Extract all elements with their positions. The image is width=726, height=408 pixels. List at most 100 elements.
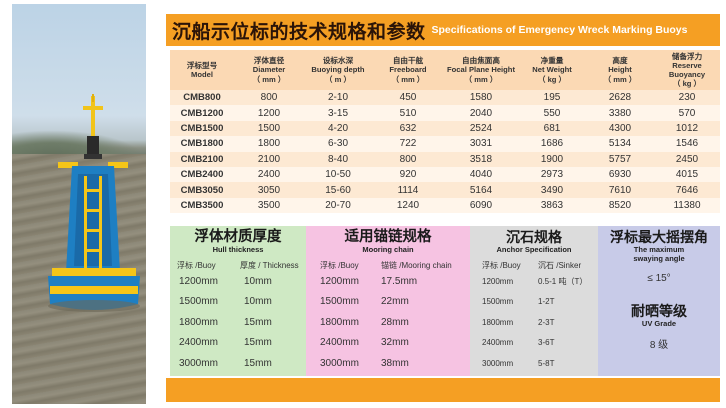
bottom-bar xyxy=(166,378,720,402)
hull-cell: 15mm xyxy=(244,357,272,369)
hull-col-thickness: 厚度 / Thickness xyxy=(240,261,299,270)
mooring-cell: 2400mm xyxy=(320,337,359,349)
spec-header-en: Freeboard xyxy=(389,65,427,75)
spec-header-cn: 高度 xyxy=(612,56,628,66)
hull-subtitle: Hull thickness xyxy=(212,245,264,254)
value-cell: 510 xyxy=(372,105,444,121)
spec-header-cell: 储备浮力 Reserve Buoyancy （ kg ） xyxy=(654,50,720,90)
mooring-subtitle: Mooring chain xyxy=(362,245,414,254)
anchor-panel: 沉石规格 Anchor Specification 浮标 /Buoy 沉石 /S… xyxy=(470,226,598,376)
value-cell: 2628 xyxy=(586,90,654,106)
swaying-subtitle-1: The maximum xyxy=(633,245,685,254)
anchor-cell: 1800mm xyxy=(482,317,514,327)
model-cell: CMB3500 xyxy=(170,197,234,214)
value-cell: 6090 xyxy=(444,197,518,214)
list-item: 1200mm 17.5mm xyxy=(306,271,470,292)
hull-cell: 15mm xyxy=(244,316,272,328)
table-row: CMB1800 1800 6-30 722 3031 1686 5134 1546 xyxy=(170,136,720,152)
spec-header-unit: （ kg ） xyxy=(672,79,702,89)
swaying-uv-panel: 浮标最大摇摆角 The maximum swaying angle ≤ 15° … xyxy=(598,226,720,376)
uv-title: 耐晒等级 xyxy=(631,303,687,319)
swaying-title: 浮标最大摇摆角 xyxy=(610,229,708,245)
anchor-cell: 3-6T xyxy=(538,338,555,348)
value-cell: 2524 xyxy=(444,120,518,137)
value-cell: 2450 xyxy=(654,151,720,167)
value-cell: 722 xyxy=(372,136,444,152)
list-item: 1200mm 10mm xyxy=(170,271,306,292)
mooring-cell: 32mm xyxy=(381,337,409,349)
value-cell: 3490 xyxy=(518,182,586,198)
mooring-cell: 1800mm xyxy=(320,316,359,328)
spec-header-unit: （ mm ） xyxy=(252,74,286,84)
anchor-cell: 1-2T xyxy=(538,297,555,307)
value-cell: 20-70 xyxy=(304,197,372,214)
mooring-cell: 3000mm xyxy=(320,357,359,369)
anchor-cell: 2-3T xyxy=(538,317,555,327)
swaying-subtitle-2: swaying angle xyxy=(633,254,685,263)
list-item: 1800mm 28mm xyxy=(306,312,470,333)
uv-subtitle: UV Grade xyxy=(641,319,677,328)
spec-header-cn: 储备浮力 xyxy=(671,51,703,61)
value-cell: 8-40 xyxy=(304,151,372,167)
spec-header-cell: 自由焦面高 Focal Plane Height （ mm ） xyxy=(444,50,518,90)
title-banner: 沉船示位标的技术规格和参数 Specifications of Emergenc… xyxy=(166,14,720,46)
model-cell: CMB1800 xyxy=(170,136,234,152)
anchor-col-sinker: 沉石 /Sinker xyxy=(538,261,582,270)
value-cell: 2040 xyxy=(444,105,518,121)
anchor-header: 浮标 /Buoy 沉石 /Sinker xyxy=(470,260,598,271)
value-cell: 4015 xyxy=(654,166,720,183)
spec-header-unit: （ m ） xyxy=(324,74,352,84)
value-cell: 2-10 xyxy=(304,90,372,106)
spec-header-en: Model xyxy=(191,70,213,79)
list-item: 1500mm 10mm xyxy=(170,292,306,313)
anchor-cell: 3000mm xyxy=(482,358,514,368)
value-cell: 3031 xyxy=(444,136,518,152)
list-item: 1500mm 1-2T xyxy=(470,292,598,313)
hull-rows: 1200mm 10mm 1500mm 10mm 1800mm 15mm 2400mm 15mm… xyxy=(170,271,306,374)
hull-cell: 1500mm xyxy=(179,296,218,308)
mooring-col-buoy: 浮标 /Buoy xyxy=(320,261,359,270)
mooring-cell: 17.5mm xyxy=(381,275,418,287)
mooring-cell: 38mm xyxy=(381,357,409,369)
table-row: CMB3050 3050 15-60 1114 5164 3490 7610 7646 xyxy=(170,182,720,198)
spec-table: 浮标型号 Model 浮体直径 Diameter （ mm ）设标水深 Buoying d… xyxy=(170,50,720,214)
hull-cell: 1800mm xyxy=(179,316,218,328)
uv-value: 8 级 xyxy=(649,340,669,351)
value-cell: 7610 xyxy=(586,182,654,198)
spec-header-unit: （ mm ） xyxy=(391,74,425,84)
spec-header-en: Diameter xyxy=(252,65,286,75)
value-cell: 800 xyxy=(372,151,444,167)
value-cell: 920 xyxy=(372,166,444,183)
spec-header-cn: 自由干舷 xyxy=(392,56,424,66)
list-item: 2400mm 32mm xyxy=(306,333,470,354)
value-cell: 1114 xyxy=(372,182,444,198)
value-cell: 570 xyxy=(654,105,720,121)
spec-header-cell: 高度 Height （ mm ） xyxy=(586,50,654,90)
buoy-photo xyxy=(12,4,146,404)
spec-header-en: Focal Plane Height xyxy=(447,65,515,75)
table-row: CMB2400 2400 10-50 920 4040 2973 6930 4015 xyxy=(170,166,720,183)
value-cell: 6-30 xyxy=(304,136,372,152)
hull-cell: 10mm xyxy=(244,275,272,287)
list-item: 1500mm 22mm xyxy=(306,292,470,313)
anchor-cell: 5-8T xyxy=(538,358,555,368)
value-cell: 681 xyxy=(518,120,586,137)
spec-header-cell: 净重量 Net Weight （ kg ） xyxy=(518,50,586,90)
value-cell: 10-50 xyxy=(304,166,372,183)
value-cell: 3863 xyxy=(518,197,586,214)
buoy-illustration xyxy=(48,94,140,312)
anchor-cell: 2400mm xyxy=(482,338,514,348)
value-cell: 3380 xyxy=(586,105,654,121)
value-cell: 5164 xyxy=(444,182,518,198)
table-row: CMB2100 2100 8-40 800 3518 1900 5757 2450 xyxy=(170,151,720,167)
spec-header-cell: 自由干舷 Freeboard （ mm ） xyxy=(372,50,444,90)
table-row: CMB3500 3500 20-70 1240 6090 3863 8520 11380 xyxy=(170,197,720,214)
list-item: 2400mm 15mm xyxy=(170,333,306,354)
model-cell: CMB2400 xyxy=(170,166,234,183)
hull-title: 浮体材质厚度 xyxy=(194,229,282,245)
table-row: CMB1500 1500 4-20 632 2524 681 4300 1012 xyxy=(170,120,720,137)
value-cell: 7646 xyxy=(654,182,720,198)
value-cell: 1900 xyxy=(518,151,586,167)
value-cell: 1240 xyxy=(372,197,444,214)
model-cell: CMB2100 xyxy=(170,151,234,167)
